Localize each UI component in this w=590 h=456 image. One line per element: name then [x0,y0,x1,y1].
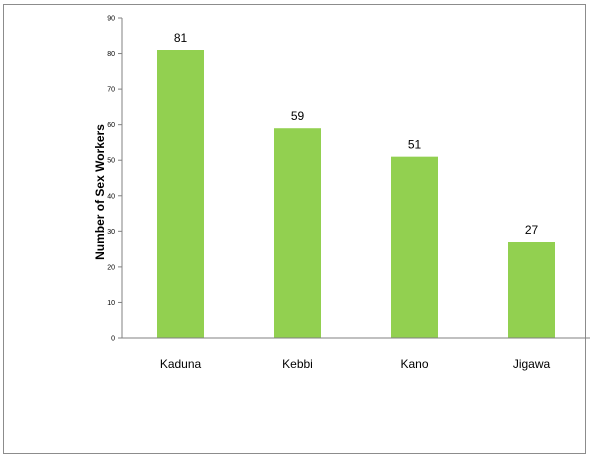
x-category-label: Kebbi [282,357,313,371]
bar-kaduna [157,50,204,338]
y-tick-label: 70 [107,87,115,94]
bar-kebbi [274,128,321,338]
y-tick-label: 30 [107,229,115,236]
y-tick-label: 0 [111,336,115,343]
y-tick-label: 90 [107,16,115,23]
data-label: 59 [291,109,305,123]
bars [157,50,555,338]
category-labels: Kaduna Kebbi Kano Jigawa [160,357,551,371]
x-category-label: Kano [400,357,428,371]
data-label: 27 [525,223,539,237]
y-tick-label: 80 [107,51,115,58]
x-category-label: Jigawa [513,357,551,371]
data-labels: 81 59 51 27 [174,31,539,237]
y-axis-title: Number of Sex Workers [93,124,107,260]
data-label: 51 [408,138,422,152]
bar-kano [391,156,438,338]
y-tick-label: 50 [107,158,115,165]
bar-jigawa [508,242,555,338]
y-tick-label: 10 [107,300,115,307]
y-tick-label: 20 [107,264,115,271]
data-label: 81 [174,31,188,45]
y-tick-label: 40 [107,193,115,200]
y-tick-label: 60 [107,122,115,129]
y-axis-ticks: 0 10 20 30 40 50 60 70 80 90 [107,16,122,343]
x-category-label: Kaduna [160,357,202,371]
